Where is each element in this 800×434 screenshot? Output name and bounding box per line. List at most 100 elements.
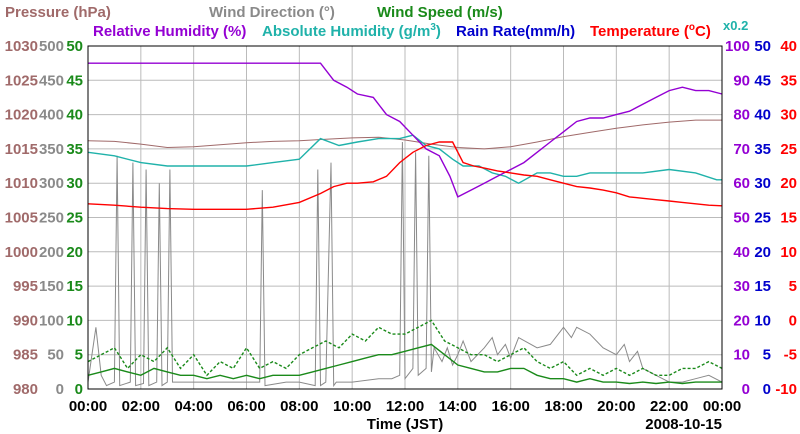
tick-label-wind-direction: 450 <box>39 72 64 89</box>
legend-wind-speed: Wind Speed (m/s) <box>377 4 503 21</box>
tick-label-temperature: 25 <box>780 141 797 158</box>
tick-label-pressure: 985 <box>13 347 38 364</box>
tick-label-wind-speed: 40 <box>66 107 83 124</box>
tick-label-rain-rate: 45 <box>754 72 771 89</box>
tick-label-time: 08:00 <box>280 398 318 415</box>
tick-label-pressure: 980 <box>13 381 38 398</box>
tick-label-wind-direction: 50 <box>47 347 64 364</box>
tick-label-temperature: 15 <box>780 210 797 227</box>
tick-label-temperature: -10 <box>775 381 797 398</box>
series-wind-speed <box>87 343 722 385</box>
tick-label-time: 02:00 <box>122 398 160 415</box>
legend-pressure: Pressure (hPa) <box>5 4 111 21</box>
tick-label-wind-direction: 250 <box>39 210 64 227</box>
legend-temperature-suffix: C) <box>695 23 711 40</box>
tick-label-wind-direction: 150 <box>39 278 64 295</box>
x-axis-title: Time (JST) <box>367 416 443 433</box>
series-temperature <box>87 141 723 211</box>
tick-label-pressure: 1030 <box>5 38 38 55</box>
legend-absolute-humidity-prefix: Absolute Humidity (g/m <box>262 23 430 40</box>
tick-label-wind-speed: 45 <box>66 72 83 89</box>
tick-label-temperature: 40 <box>780 38 797 55</box>
tick-label-wind-direction: 0 <box>56 381 64 398</box>
tick-label-wind-direction: 400 <box>39 107 64 124</box>
tick-label-rain-rate: 20 <box>754 244 771 261</box>
tick-label-pressure: 995 <box>13 278 38 295</box>
tick-label-wind-direction: 200 <box>39 244 64 261</box>
tick-label-time: 12:00 <box>386 398 424 415</box>
tick-label-pressure: 1010 <box>5 175 38 192</box>
tick-label-pressure: 1025 <box>5 72 38 89</box>
legend-temperature: Temperature (oC) <box>590 22 711 40</box>
legend-absolute-humidity: Absolute Humidity (g/m3) <box>262 22 441 40</box>
tick-label-wind-speed: 15 <box>66 278 83 295</box>
tick-label-temperature: 35 <box>780 72 797 89</box>
tick-label-wind-speed: 0 <box>75 381 83 398</box>
tick-label-wind-direction: 100 <box>39 312 64 329</box>
tick-label-relative-humidity: 0 <box>742 381 750 398</box>
series-wind-speed-gust <box>87 319 723 377</box>
tick-label-temperature: 10 <box>780 244 797 261</box>
legend-relative-humidity: Relative Humidity (%) <box>93 23 246 40</box>
tick-label-time: 06:00 <box>227 398 265 415</box>
tick-label-rain-rate: 5 <box>763 347 771 364</box>
tick-label-wind-speed: 10 <box>66 312 83 329</box>
tick-label-relative-humidity: 20 <box>733 312 750 329</box>
legend-wind-direction: Wind Direction (°) <box>209 4 335 21</box>
tick-label-rain-rate: 15 <box>754 278 771 295</box>
tick-label-relative-humidity: 90 <box>733 72 750 89</box>
tick-label-relative-humidity: 50 <box>733 210 750 227</box>
plot-frame <box>87 45 723 390</box>
tick-label-time: 20:00 <box>597 398 635 415</box>
tick-label-temperature: 20 <box>780 175 797 192</box>
tick-label-relative-humidity: 80 <box>733 107 750 124</box>
tick-label-relative-humidity: 10 <box>733 347 750 364</box>
legend-rain-rate: Rain Rate(mm/h) <box>456 23 575 40</box>
series-layer <box>87 62 723 388</box>
legend-absolute-humidity-sup: 3 <box>430 22 436 33</box>
tick-label-wind-direction: 350 <box>39 141 64 158</box>
tick-label-relative-humidity: 60 <box>733 175 750 192</box>
date-label: 2008-10-15 <box>645 416 722 433</box>
series-relative-humidity <box>88 62 723 198</box>
tick-label-relative-humidity: 40 <box>733 244 750 261</box>
tick-label-rain-rate: 50 <box>754 38 771 55</box>
tick-label-rain-rate: 40 <box>754 107 771 124</box>
tick-label-rain-rate: 10 <box>754 312 771 329</box>
legend: Pressure (hPa) Wind Direction (°) Wind S… <box>5 4 748 40</box>
tick-label-temperature: 5 <box>789 278 797 295</box>
tick-label-rain-rate: 35 <box>754 141 771 158</box>
series-absolute-humidity-x0-2 <box>87 134 722 184</box>
legend-multiplier: x0.2 <box>723 18 748 33</box>
tick-label-relative-humidity: 100 <box>725 38 750 55</box>
tick-label-wind-speed: 50 <box>66 38 83 55</box>
legend-absolute-humidity-suffix: ) <box>436 23 441 40</box>
tick-label-time: 04:00 <box>175 398 213 415</box>
tick-label-wind-speed: 5 <box>75 347 83 364</box>
tick-label-time: 14:00 <box>439 398 477 415</box>
tick-label-rain-rate: 30 <box>754 175 771 192</box>
tick-label-temperature: 0 <box>789 312 797 329</box>
tick-label-pressure: 1015 <box>5 141 38 158</box>
tick-label-wind-direction: 300 <box>39 175 64 192</box>
series-wind-direction <box>87 141 723 388</box>
tick-label-temperature: 30 <box>780 107 797 124</box>
tick-label-wind-speed: 35 <box>66 141 83 158</box>
tick-label-rain-rate: 0 <box>763 381 771 398</box>
tick-label-wind-speed: 20 <box>66 244 83 261</box>
tick-label-time: 18:00 <box>544 398 582 415</box>
tick-label-time: 16:00 <box>492 398 530 415</box>
tick-label-temperature: -5 <box>784 347 797 364</box>
tick-label-pressure: 1005 <box>5 210 38 227</box>
tick-label-wind-speed: 30 <box>66 175 83 192</box>
tick-label-time: 22:00 <box>650 398 688 415</box>
legend-temperature-sup: o <box>689 22 695 33</box>
tick-label-time: 00:00 <box>703 398 741 415</box>
tick-label-pressure: 1000 <box>5 244 38 261</box>
axis-labels: 9809859909951000100510101015102010251030… <box>5 38 797 415</box>
tick-label-pressure: 1020 <box>5 107 38 124</box>
tick-label-relative-humidity: 70 <box>733 141 750 158</box>
tick-label-rain-rate: 25 <box>754 210 771 227</box>
tick-label-wind-speed: 25 <box>66 210 83 227</box>
